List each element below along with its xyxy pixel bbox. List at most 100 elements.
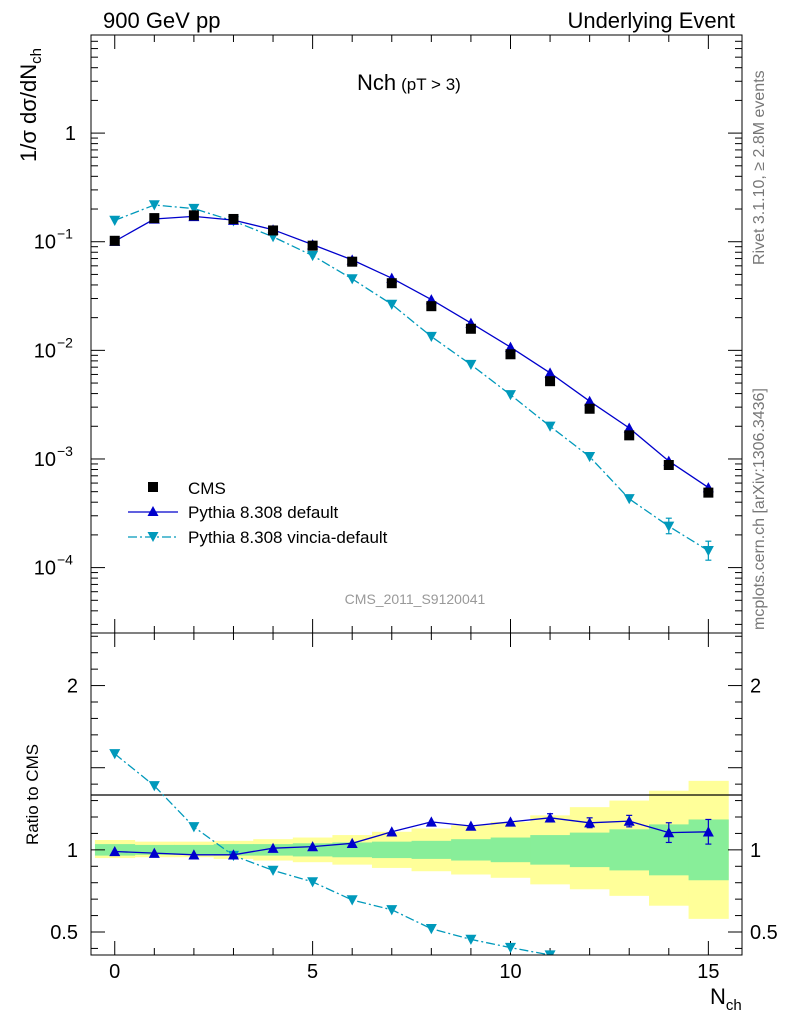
y-tick-label: 10 [34,558,56,580]
x-tick-label: 5 [307,961,318,983]
data-point [544,367,556,378]
data-point [623,494,635,505]
legend-entry-pythia-default: Pythia 8.308 default [128,503,339,522]
y-tick-label: 10 [34,232,56,254]
data-point [347,256,358,267]
band-stat-bin [490,837,531,863]
data-point [188,210,199,221]
legend: CMS Pythia 8.308 default Pythia 8.308 vi… [128,479,388,547]
band-stat-bin [569,832,611,868]
data-point [703,487,714,498]
data-point [544,812,556,823]
data-point [584,395,596,406]
panel-title-main: Nch [357,70,396,95]
header-right-label: Underlying Event [567,8,735,33]
data-point [148,781,160,792]
header-left-label: 900 GeV pp [103,8,220,33]
y-tick-label-exponent: −1 [57,226,73,242]
y-tick-label-exponent: −4 [57,552,73,568]
data-point [624,960,635,970]
legend-entry-cms: CMS [148,479,226,498]
band-stat-bin [451,839,492,861]
data-point [623,815,635,826]
ratio-panel: 0 5 10 15 0.5 0.5 1 1 2 2 Ratio to CMS Nch [23,632,778,1014]
x-axis-label-text: N [710,984,726,1009]
y-tick-label-exponent: −2 [57,334,73,350]
data-point [307,841,319,852]
watermark-label: CMS_2011_S9120041 [345,591,486,607]
data-point [584,817,596,828]
data-point [465,323,476,334]
mcplots-side-label: mcplots.cern.ch [arXiv:1306.3436] [751,388,768,630]
data-point [545,376,556,387]
ratio-panel-frame [90,632,743,956]
data-point [149,213,160,224]
y-tick-label-right: 0.5 [750,922,778,944]
legend-label-cms: CMS [188,479,226,498]
data-point [307,240,318,251]
data-point [188,849,200,860]
data-point [307,877,319,888]
data-point [504,390,516,401]
data-point [109,235,120,246]
data-point [663,521,675,532]
main-y-axis-label: 1/σ dσ/dNch [16,48,45,162]
data-point [623,422,635,433]
main-y-axis-label-sub: ch [28,48,45,64]
data-point [148,847,160,858]
data-point [109,749,121,760]
data-point [109,215,121,226]
data-point [702,546,714,557]
y-tick-label-exponent: −3 [57,443,73,459]
data-point [505,349,516,360]
data-point [346,837,358,848]
y-tick-label-right: 1 [750,840,761,862]
y-tick-label: 10 [34,449,56,471]
x-axis-label-sub: ch [726,997,742,1014]
data-point [504,816,516,827]
band-stat-bin [609,829,650,871]
main-y-axis-label-text: 1/σ dσ/dN [16,64,41,162]
data-point [504,942,516,954]
x-tick-label: 0 [109,961,120,983]
data-point [188,203,200,215]
legend-label-pythia-vincia: Pythia 8.308 vincia-default [188,528,388,547]
x-axis-label: Nch [710,984,742,1014]
band-stat-bin [371,841,413,859]
y-tick-label: 0.5 [50,922,78,944]
band-stat-bin [530,835,571,865]
main-panel-tick-labels: 10 −410 −310 −210 −11 [34,123,76,580]
legend-marker-pythia-default [147,506,159,516]
legend-marker-cms [148,482,158,492]
panel-title: Nch (pT > 3) [357,70,461,95]
ratio-panel-ticks [91,633,742,955]
data-point [148,200,160,211]
legend-marker-pythia-vincia [147,532,159,542]
data-point [268,225,279,236]
data-point [584,451,596,463]
y-tick-label: 10 [34,340,56,362]
data-point [544,950,556,955]
data-point [425,331,437,343]
data-point [584,955,595,965]
ratio-panel-tick-labels: 0 5 10 15 0.5 0.5 1 1 2 2 [50,676,778,983]
data-point [386,905,398,916]
data-point [346,274,358,285]
data-point [188,822,200,833]
y-tick-label: 1 [67,840,78,862]
data-point [544,421,556,432]
data-point [425,924,437,935]
series-line [114,817,709,856]
legend-entry-pythia-vincia: Pythia 8.308 vincia-default [128,528,388,547]
data-point [465,359,477,371]
data-point [307,250,319,262]
x-tick-label: 15 [697,961,719,983]
ratio-panel-series [109,749,714,970]
data-point [663,460,674,471]
data-point [426,301,437,312]
series-line [114,215,709,489]
ratio-bands [94,780,729,919]
panel-subtitle: (pT > 3) [401,75,461,94]
y-tick-label: 2 [67,676,78,698]
